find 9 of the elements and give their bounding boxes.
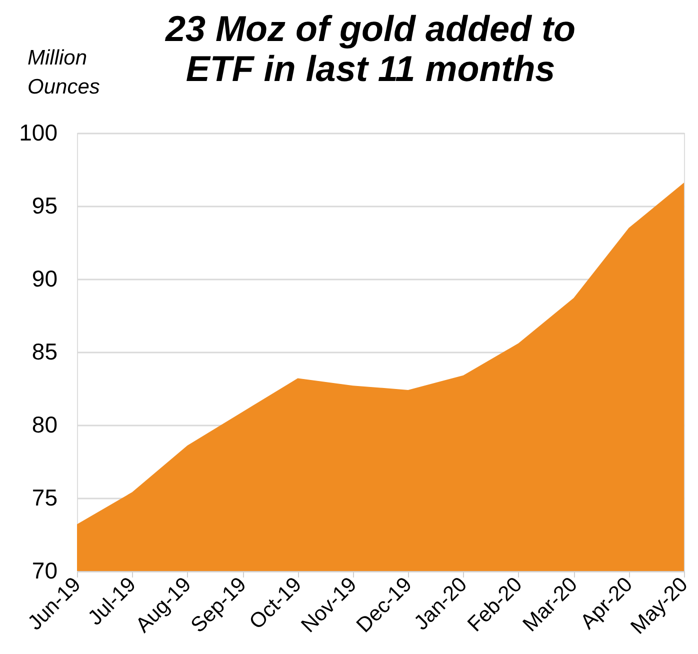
y-tick-label: 70: [32, 558, 58, 584]
y-tick-label: 100: [19, 120, 58, 146]
y-tick-label: 75: [32, 484, 58, 510]
y-tick-label: 85: [32, 338, 58, 364]
y-axis-title: Million Ounces: [28, 46, 100, 98]
y-tick-label: 95: [32, 192, 58, 218]
y-tick-label: 80: [32, 412, 58, 438]
chart-title: 23 Moz of gold added to ETF in last 11 months: [164, 8, 576, 89]
y-tick-label: 90: [32, 266, 58, 292]
